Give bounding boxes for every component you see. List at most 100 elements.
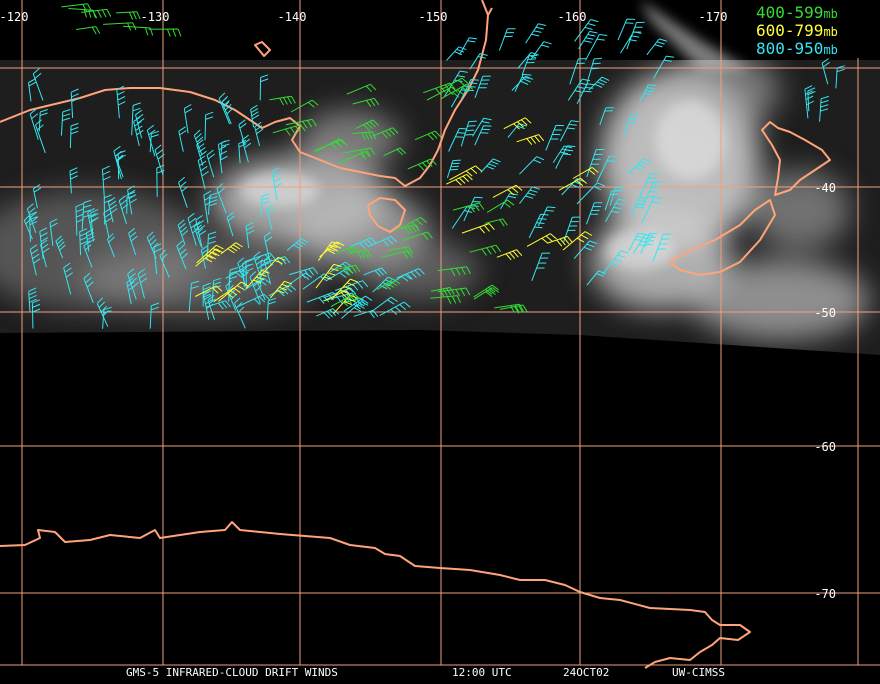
longitude-label: -160: [558, 10, 587, 24]
wind-barb: [602, 250, 629, 275]
australia-coast: [0, 0, 489, 187]
wind-barb: [269, 280, 293, 299]
graticule: [0, 0, 880, 666]
wind-barb: [484, 218, 508, 227]
wind-barb: [195, 248, 224, 267]
wind-barb: [271, 167, 282, 201]
wind-barb: [87, 207, 97, 242]
wind-barb: [202, 282, 211, 307]
legend-entry: 800-950mb: [756, 39, 838, 58]
wind-barb: [338, 151, 371, 164]
wind-barb: [197, 155, 209, 190]
wind-barb: [331, 278, 358, 300]
wind-barb: [245, 221, 255, 249]
longitude-label: -130: [141, 10, 170, 24]
longitude-label: -150: [419, 10, 448, 24]
satellite-image: [0, 60, 880, 355]
wind-barb: [639, 84, 657, 102]
wind-barb: [586, 270, 607, 286]
wind-barb: [29, 108, 39, 140]
latitude-label: -70: [814, 587, 836, 601]
wind-barb: [396, 224, 420, 235]
wind-barb: [69, 167, 79, 194]
wind-barb: [96, 297, 109, 327]
wind-barb: [326, 267, 354, 281]
wind-barb: [604, 198, 627, 222]
wind-barb: [218, 281, 249, 302]
wind-barb: [473, 284, 499, 298]
wind-barb: [245, 269, 270, 289]
wind-barb: [819, 95, 829, 122]
wind-barb: [333, 294, 358, 314]
wind-barb: [253, 251, 265, 279]
wind-barb: [81, 199, 92, 230]
wind-barb: [83, 272, 94, 303]
wind-barb: [102, 306, 112, 329]
wind-barb: [315, 263, 342, 289]
wind-barb: [245, 258, 254, 288]
wind-barb: [238, 139, 247, 164]
wind-barb: [211, 277, 222, 302]
wind-barb: [486, 199, 515, 213]
wind-barb: [68, 8, 96, 19]
wind-barb: [452, 202, 485, 213]
legend-range: 400-599: [756, 3, 823, 22]
wind-barb: [259, 74, 269, 101]
wind-barb: [250, 104, 260, 128]
wind-barb: [585, 57, 603, 87]
legend-range: 600-799: [756, 21, 823, 40]
wind-barb: [545, 124, 564, 151]
wind-barb: [381, 250, 414, 259]
wind-barb: [241, 134, 252, 163]
wind-barb: [79, 228, 88, 256]
wind-barb: [55, 235, 66, 259]
wind-barb: [233, 297, 246, 329]
wind-barb: [315, 138, 346, 153]
wind-barb: [353, 309, 379, 319]
wind-barb: [569, 58, 587, 85]
wind-barb: [446, 159, 461, 179]
nz-north-island: [761, 121, 831, 196]
wind-barb: [330, 293, 361, 308]
wind-barb: [60, 109, 71, 136]
wind-barb: [101, 165, 111, 199]
wind-barb: [238, 119, 247, 144]
wind-barb: [32, 184, 42, 209]
wind-barb: [289, 267, 319, 279]
wind-barb: [514, 73, 532, 92]
wind-barb: [473, 287, 500, 300]
wind-barb: [263, 256, 291, 266]
wind-barb: [269, 95, 296, 106]
wind-barb: [562, 231, 593, 251]
wind-barb: [446, 46, 467, 61]
wind-barb: [203, 190, 213, 224]
wind-barb: [117, 150, 126, 180]
wind-barb: [75, 203, 84, 236]
wind-barb: [525, 23, 547, 44]
wind-barb: [317, 241, 340, 261]
wind-barb: [183, 104, 193, 134]
legend-entry: 400-599mb: [756, 3, 838, 22]
wind-barb: [127, 268, 139, 300]
wind-barb: [63, 262, 73, 295]
wind-barb: [29, 244, 41, 276]
wind-barb: [383, 147, 407, 157]
wind-barb: [652, 233, 672, 262]
wind-barb: [596, 155, 618, 183]
wind-barb: [103, 208, 113, 239]
wind-barb: [85, 228, 95, 252]
wind-barb: [260, 193, 270, 218]
wind-barb: [177, 219, 189, 245]
wind-barb: [35, 119, 46, 154]
wind-barb: [195, 214, 207, 249]
wind-barb: [126, 191, 135, 214]
wind-barb: [640, 232, 658, 254]
wind-barb: [334, 264, 361, 275]
wind-barb: [521, 55, 538, 76]
wind-barb: [220, 242, 243, 255]
wind-barb: [440, 83, 474, 100]
wind-barb: [558, 177, 588, 191]
wind-barb: [302, 273, 332, 290]
